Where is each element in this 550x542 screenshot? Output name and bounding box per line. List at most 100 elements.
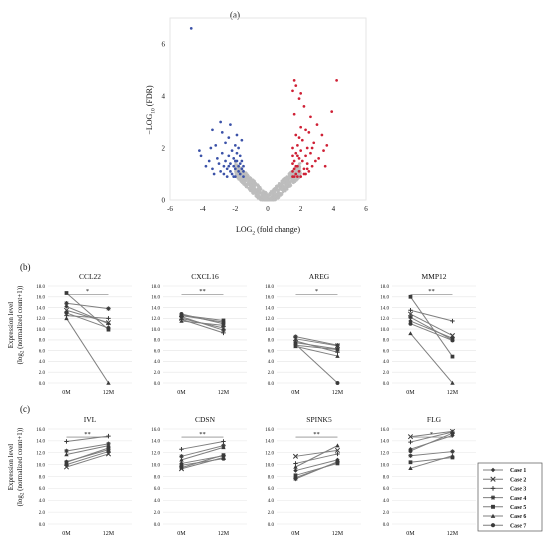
- data-point: [450, 453, 455, 458]
- volcano-point-ns: [274, 184, 278, 188]
- data-point: [64, 304, 69, 309]
- series-line: [66, 443, 109, 452]
- volcano-point-up: [317, 157, 320, 160]
- significance-label: *: [430, 431, 433, 438]
- data-point: [221, 445, 226, 450]
- data-point: [105, 320, 112, 326]
- volcano-point-down: [237, 146, 240, 150]
- volcano-point-up: [307, 131, 311, 134]
- volcano-point-ns: [248, 188, 251, 191]
- volcano-point-ns: [260, 195, 264, 199]
- y-tick-label: 2.0: [39, 371, 46, 376]
- volcano-point-ns: [298, 162, 302, 165]
- data-point: [408, 439, 413, 445]
- y-tick-label: 16.0: [265, 428, 274, 433]
- data-point: [450, 449, 455, 454]
- data-point: [64, 460, 69, 465]
- y-tick-label: 16.0: [151, 296, 160, 301]
- y-tick-label: 16.0: [265, 296, 274, 301]
- volcano-point-up: [294, 172, 298, 176]
- y-tick-label: 6.0: [383, 487, 390, 492]
- y-tick-label: 0.0: [383, 382, 390, 387]
- data-point: [408, 321, 413, 326]
- data-point: [292, 453, 299, 459]
- volcano-point-ns: [235, 171, 238, 175]
- data-point: [179, 312, 184, 317]
- volcano-point-down: [189, 27, 193, 30]
- volcano-point-down: [240, 138, 244, 142]
- volcano-point-ns: [273, 197, 276, 201]
- series-line: [295, 461, 338, 479]
- data-point: [106, 321, 111, 326]
- data-point: [106, 380, 111, 385]
- panel-label-c: (c): [20, 404, 30, 414]
- volcano-point-down: [242, 164, 245, 168]
- volcano-point-ns: [243, 177, 247, 181]
- x-tick-label: 0M: [62, 531, 71, 537]
- volcano-point-ns: [271, 194, 274, 197]
- x-tick-label: 12M: [332, 531, 344, 537]
- series-line: [181, 313, 224, 325]
- volcano-point-down: [238, 154, 242, 158]
- y-tick-label: 18.0: [151, 285, 160, 290]
- volcano-point-ns: [237, 178, 240, 181]
- y-tick-label: 18.0: [265, 285, 274, 290]
- volcano-point-up: [297, 97, 301, 100]
- volcano-point-down: [216, 157, 219, 160]
- data-point: [293, 473, 298, 478]
- volcano-point-down: [232, 157, 236, 160]
- volcano-x-tick-label: -6: [167, 205, 173, 213]
- series-line: [410, 316, 453, 341]
- volcano-point-down: [229, 170, 232, 173]
- volcano-point-up: [294, 133, 298, 137]
- volcano-point-down: [235, 133, 239, 137]
- series-line: [66, 309, 109, 324]
- y-tick-label: 8.0: [268, 339, 275, 344]
- volcano-point-ns: [262, 191, 265, 195]
- y-tick-label: 8.0: [154, 339, 161, 344]
- y-tick-label: 10.0: [380, 328, 389, 333]
- panel-flg: FLG 0.0 2.0 4.0 6.0 8.0 10.0 12.0 14.0 16.0 0M 12M *: [380, 415, 476, 537]
- data-point: [408, 460, 413, 465]
- volcano-point-up: [307, 170, 311, 173]
- y-tick-label: 2.0: [383, 371, 390, 376]
- volcano-point-up: [291, 89, 294, 93]
- y-tick-label: 10.0: [265, 328, 274, 333]
- series-line: [410, 320, 453, 339]
- volcano-point-up: [294, 151, 298, 155]
- y-tick-label: 0.0: [39, 382, 46, 387]
- panel-ccl22: CCL22 0.0 2.0 4.0 6.0 8.0 10.0 12.0 14.0 16.0 18.0…: [36, 272, 132, 396]
- volcano-point-ns: [269, 197, 273, 201]
- panel-mmp12: MMP12 0.0 2.0 4.0 6.0 8.0 10.0 12.0 14.0 16.0 18.0…: [380, 272, 476, 396]
- legend-marker: [490, 476, 496, 482]
- series-line: [66, 312, 109, 329]
- volcano-point-up: [292, 159, 296, 163]
- volcano-point-down: [227, 164, 231, 168]
- y-tick-label: 12.0: [151, 452, 160, 457]
- data-point: [408, 331, 413, 336]
- volcano-point-up: [294, 164, 298, 168]
- data-point: [64, 316, 69, 321]
- volcano-point-up: [300, 138, 304, 142]
- volcano-point-ns: [286, 177, 289, 180]
- volcano-point-up: [291, 162, 294, 165]
- y-tick-label: 12.0: [265, 317, 274, 322]
- volcano-point-up: [294, 84, 298, 87]
- data-point: [293, 468, 298, 473]
- data-point: [64, 310, 69, 315]
- y-tick-label: 14.0: [265, 440, 274, 445]
- volcano-point-down: [224, 141, 227, 145]
- volcano-point-ns: [277, 195, 281, 199]
- volcano-y-tick-label: 4: [162, 93, 166, 101]
- legend-marker: [491, 504, 495, 509]
- volcano-point-down: [199, 154, 203, 158]
- series-line: [295, 336, 338, 346]
- x-tick-label: 12M: [332, 390, 344, 396]
- volcano-point-down: [230, 172, 234, 176]
- data-point: [221, 318, 226, 323]
- volcano-point-up: [309, 151, 312, 155]
- panel-title: IVL: [84, 415, 97, 424]
- volcano-y-axis-label: −LOG10 (FDR): [145, 85, 157, 135]
- volcano-point-ns: [255, 184, 258, 187]
- data-point: [408, 453, 413, 458]
